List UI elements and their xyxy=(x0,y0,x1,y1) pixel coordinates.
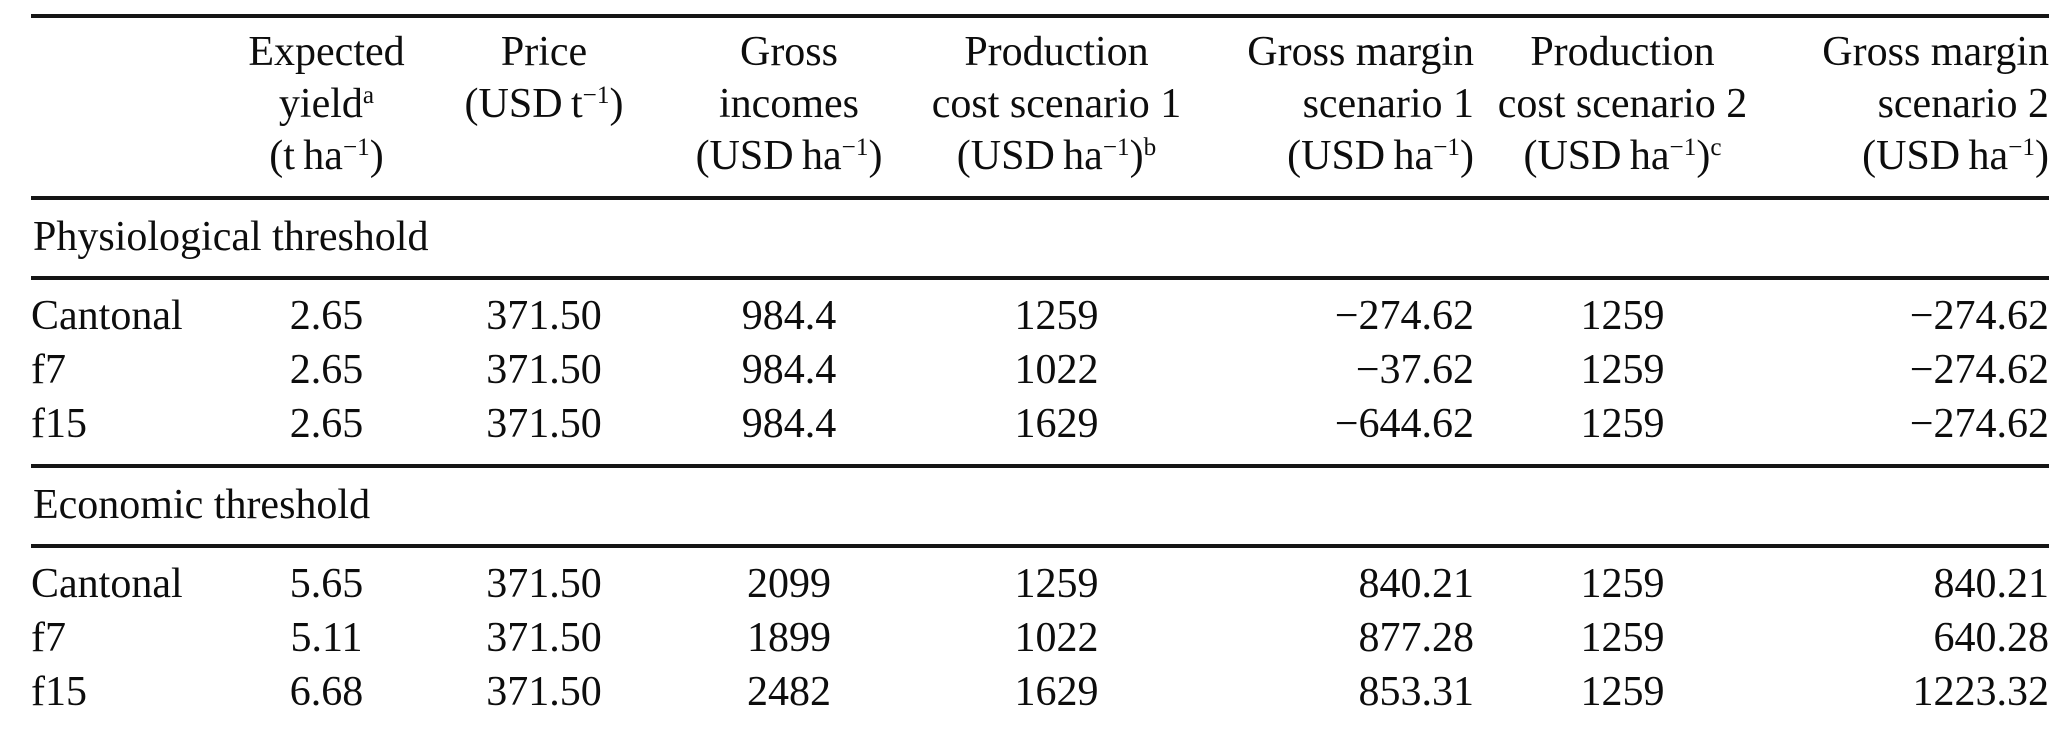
column-header-production-cost-scenario-1: Production cost scenario 1 (USD ha−1)b xyxy=(909,14,1204,200)
cell-gross-incomes: 2482 xyxy=(669,665,909,731)
section-title-row: Economic threshold xyxy=(31,466,2049,548)
cell-production-cost-2: 1259 xyxy=(1580,293,1665,339)
cell-price: 371.50 xyxy=(486,293,602,339)
row-label: Cantonal xyxy=(31,293,183,339)
table-row: Cantonal 5.65 371.50 2099 1259 840.21 12… xyxy=(31,546,2049,611)
cell-production-cost-1: 1629 xyxy=(909,665,1204,731)
cell-production-cost-1: 1022 xyxy=(1014,615,1099,661)
cell-gross-margin-2: 640.28 xyxy=(1933,615,2050,661)
section-economic-threshold: Economic threshold xyxy=(31,466,2049,548)
cell-price: 371.50 xyxy=(486,347,602,393)
cell-gross-margin-1: 877.28 xyxy=(1358,615,1475,661)
row-label: f15 xyxy=(31,665,234,731)
cell-gross-margin-2: 840.21 xyxy=(1933,561,2050,607)
cell-gross-margin-1: 853.31 xyxy=(1204,665,1474,731)
cell-production-cost-1: 1629 xyxy=(909,397,1204,468)
table-row: f7 2.65 371.50 984.4 1022 −37.62 1259 −2… xyxy=(31,343,2049,397)
cell-expected-yield: 5.65 xyxy=(289,561,364,607)
cell-production-cost-1: 1022 xyxy=(1014,347,1099,393)
cell-production-cost-1: 1259 xyxy=(1014,293,1099,339)
cell-price: 371.50 xyxy=(419,665,669,731)
cell-gross-margin-2: 1223.32 xyxy=(1771,665,2049,731)
cell-expected-yield: 6.68 xyxy=(234,665,419,731)
cell-gross-incomes: 2099 xyxy=(747,561,831,607)
cell-production-cost-2: 1259 xyxy=(1580,561,1665,607)
column-header-gross-margin-scenario-2: Gross margin scenario 2 (USD ha−1) xyxy=(1771,14,2049,200)
table-header: Expected yielda (t ha−1) Price (USD t−1) Gr… xyxy=(31,14,2049,200)
column-header-gross-incomes: Gross incomes (USD ha−1) xyxy=(669,14,909,200)
cell-production-cost-1: 1259 xyxy=(1014,561,1099,607)
cell-gross-margin-2: −274.62 xyxy=(1909,293,2049,339)
section-physiological-threshold: Physiological threshold xyxy=(31,198,2049,280)
cell-gross-margin-2: −274.62 xyxy=(1771,397,2049,468)
cell-price: 371.50 xyxy=(419,397,669,468)
cell-production-cost-2: 1259 xyxy=(1474,665,1771,731)
section-title-row: Physiological threshold xyxy=(31,198,2049,280)
cell-price: 371.50 xyxy=(486,615,602,661)
cell-gross-incomes: 984.4 xyxy=(741,293,837,339)
cell-gross-incomes: 1899 xyxy=(747,615,831,661)
column-header-expected-yield: Expected yielda (t ha−1) xyxy=(234,14,419,200)
cell-production-cost-2: 1259 xyxy=(1580,615,1665,661)
cell-gross-incomes: 984.4 xyxy=(669,397,909,468)
table-row: Cantonal 2.65 371.50 984.4 1259 −274.62 … xyxy=(31,278,2049,343)
cell-gross-margin-1: −37.62 xyxy=(1355,347,1474,393)
section-physiological-rows: Cantonal 2.65 371.50 984.4 1259 −274.62 … xyxy=(31,278,2049,468)
row-label: f7 xyxy=(31,347,66,393)
cell-expected-yield: 2.65 xyxy=(289,293,364,339)
cell-gross-incomes: 984.4 xyxy=(741,347,837,393)
cell-gross-margin-1: −644.62 xyxy=(1204,397,1474,468)
cell-gross-margin-1: −274.62 xyxy=(1334,293,1474,339)
cell-production-cost-2: 1259 xyxy=(1474,397,1771,468)
section-title: Economic threshold xyxy=(31,466,2049,548)
column-header-production-cost-scenario-2: Production cost scenario 2 (USD ha−1)c xyxy=(1474,14,1771,200)
table-row: f15 6.68 371.50 2482 1629 853.31 1259 12… xyxy=(31,665,2049,731)
column-header-row-label xyxy=(31,14,234,200)
cell-production-cost-2: 1259 xyxy=(1580,347,1665,393)
economics-table: Expected yielda (t ha−1) Price (USD t−1) Gr… xyxy=(31,14,2049,731)
row-label: Cantonal xyxy=(31,561,183,607)
cell-expected-yield: 2.65 xyxy=(289,347,364,393)
cell-expected-yield: 5.11 xyxy=(290,615,363,661)
column-header-gross-margin-scenario-1: Gross margin scenario 1 (USD ha−1) xyxy=(1204,14,1474,200)
row-label: f7 xyxy=(31,615,66,661)
table-row: f15 2.65 371.50 984.4 1629 −644.62 1259 … xyxy=(31,397,2049,468)
section-economic-rows: Cantonal 5.65 371.50 2099 1259 840.21 12… xyxy=(31,546,2049,731)
cell-expected-yield: 2.65 xyxy=(234,397,419,468)
cell-price: 371.50 xyxy=(486,561,602,607)
table-row: f7 5.11 371.50 1899 1022 877.28 1259 640… xyxy=(31,611,2049,665)
header-row: Expected yielda (t ha−1) Price (USD t−1) Gr… xyxy=(31,14,2049,200)
column-header-price: Price (USD t−1) xyxy=(419,14,669,200)
section-title: Physiological threshold xyxy=(31,198,2049,280)
cell-gross-margin-1: 840.21 xyxy=(1358,561,1475,607)
cell-gross-margin-2: −274.62 xyxy=(1909,347,2049,393)
row-label: f15 xyxy=(31,397,234,468)
